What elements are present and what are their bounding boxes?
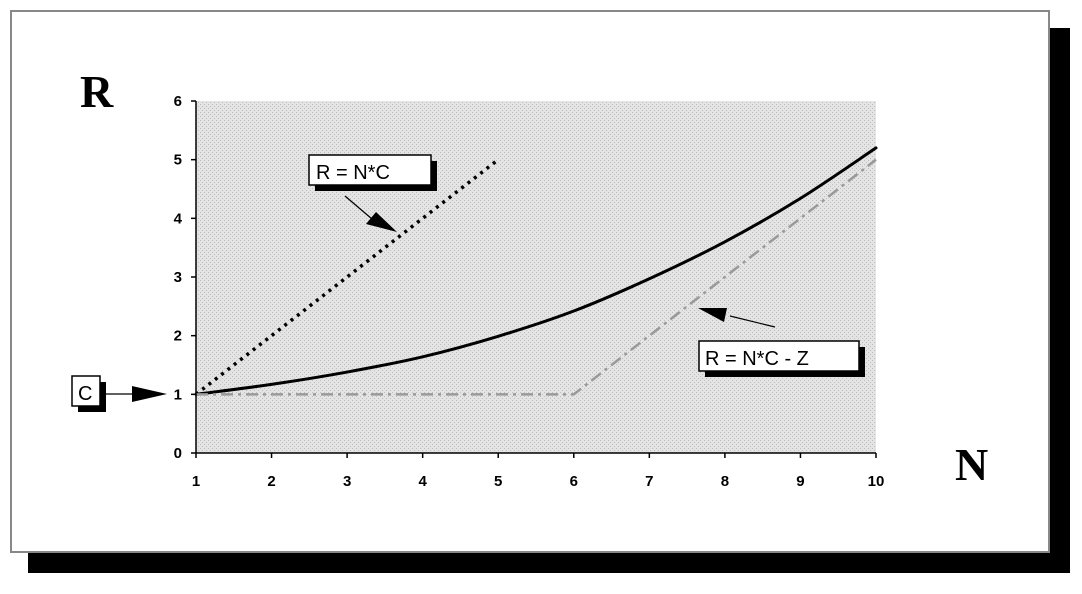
- x-axis-label: N: [955, 439, 988, 490]
- callout-label: C: [78, 383, 92, 405]
- y-tick-label: 5: [174, 152, 182, 169]
- x-tick-label: 6: [570, 473, 578, 490]
- callout-label: R = N*C - Z: [705, 348, 809, 370]
- y-tick-label: 0: [174, 445, 182, 462]
- y-tick-label: 4: [174, 210, 183, 227]
- callout-c: C: [71, 375, 167, 412]
- y-tick-label: 6: [174, 93, 182, 110]
- x-tick-label: 1: [192, 473, 200, 490]
- callout-r-nc: R = N*C: [308, 154, 437, 232]
- series-actual-curve: [194, 146, 878, 396]
- callout-arrow: [698, 308, 727, 322]
- x-tick-label: 10: [868, 473, 885, 490]
- x-tick-label: 8: [721, 473, 729, 490]
- callout-label: R = N*C: [316, 162, 390, 184]
- y-tick-label: 3: [174, 269, 182, 286]
- x-tick-label: 5: [494, 473, 502, 490]
- y-axis-label: R: [80, 66, 114, 117]
- x-tick-label: 7: [645, 473, 653, 490]
- x-tick-label: 2: [267, 473, 275, 490]
- callout-arrow: [132, 386, 167, 402]
- y-tick-label: 2: [174, 328, 182, 345]
- x-tick-label: 9: [796, 473, 804, 490]
- x-tick-label: 3: [343, 473, 351, 490]
- y-tick-label: 1: [174, 386, 182, 403]
- callout-r-nc-z: R = N*C - Z: [698, 308, 865, 377]
- x-tick-label: 4: [418, 473, 427, 490]
- callout-arrow: [366, 212, 397, 232]
- series-r-equals-nc-minus-z: [196, 158, 877, 396]
- plot-area: [196, 101, 876, 453]
